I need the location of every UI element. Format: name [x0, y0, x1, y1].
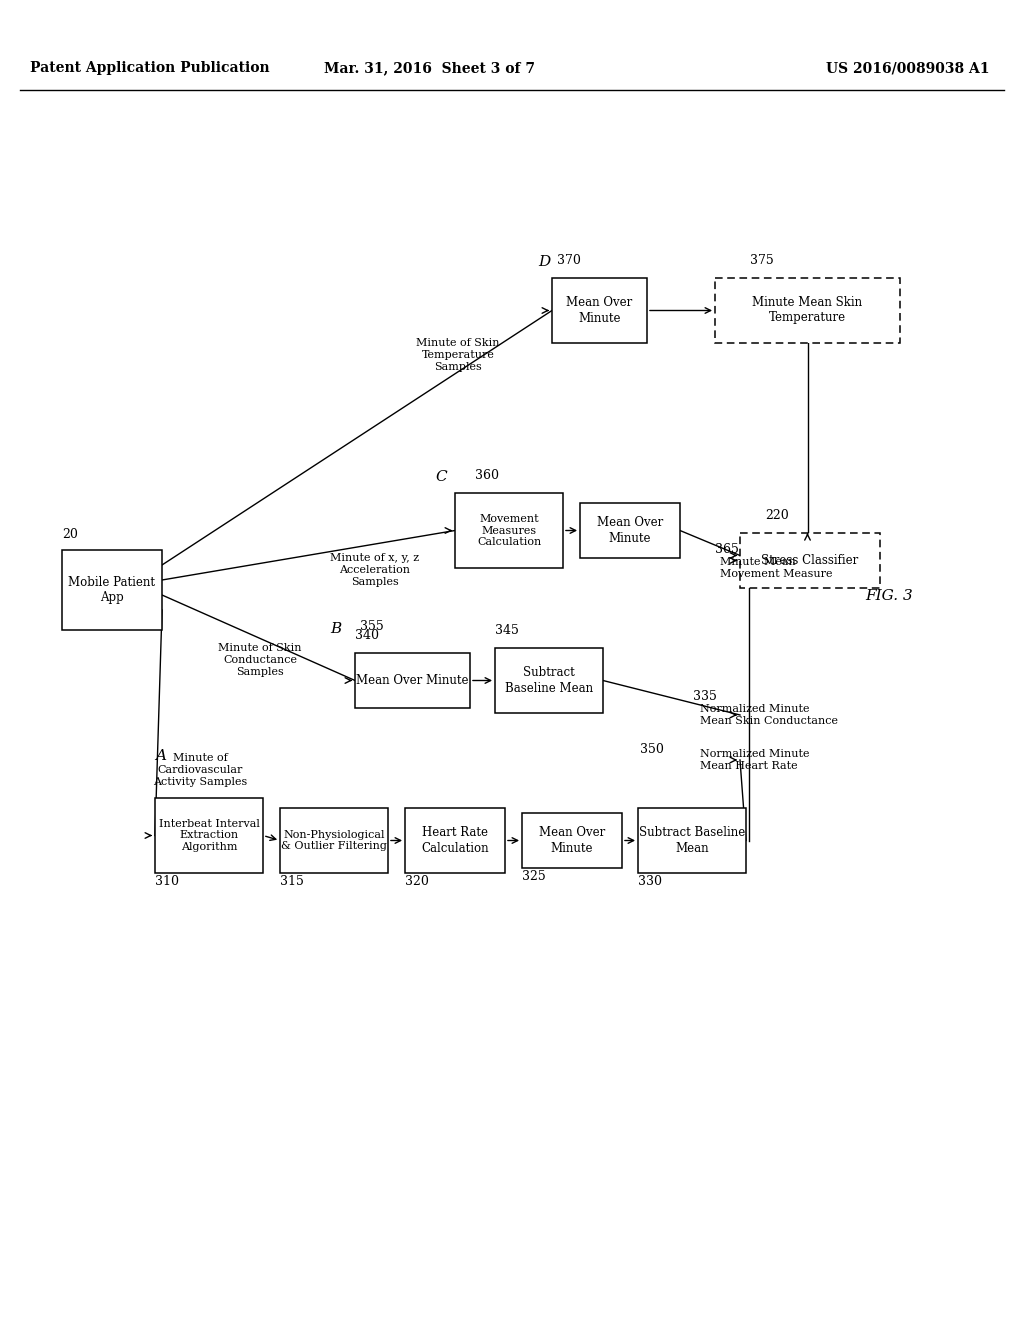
Text: 310: 310	[155, 875, 179, 888]
Bar	[638, 808, 746, 873]
Bar	[62, 550, 162, 630]
Text: 20: 20	[62, 528, 78, 541]
Text: Mar. 31, 2016  Sheet 3 of 7: Mar. 31, 2016 Sheet 3 of 7	[325, 61, 536, 75]
Text: Stress Classifier: Stress Classifier	[762, 554, 859, 568]
Text: 355: 355	[360, 620, 384, 634]
Text: Minute of x, y, z
Acceleration
Samples: Minute of x, y, z Acceleration Samples	[331, 553, 420, 586]
Text: 220: 220	[765, 510, 788, 521]
Bar	[580, 503, 680, 558]
Text: 340: 340	[355, 630, 379, 642]
Text: 320: 320	[406, 875, 429, 888]
Text: 360: 360	[475, 469, 499, 482]
Text: 375: 375	[750, 253, 774, 267]
Text: D: D	[538, 255, 550, 269]
Text: Mean Over
Minute: Mean Over Minute	[566, 297, 633, 325]
Text: 370: 370	[557, 253, 581, 267]
Bar	[495, 648, 603, 713]
Text: Normalized Minute
Mean Heart Rate: Normalized Minute Mean Heart Rate	[700, 750, 810, 771]
Text: 330: 330	[638, 875, 662, 888]
Bar	[522, 813, 622, 869]
Bar	[406, 808, 505, 873]
Text: A: A	[155, 748, 166, 763]
Text: Movement
Measures
Calculation: Movement Measures Calculation	[477, 513, 541, 546]
Text: Minute Mean
Movement Measure: Minute Mean Movement Measure	[720, 557, 833, 578]
Text: FIG. 3: FIG. 3	[865, 589, 912, 603]
Text: C: C	[435, 470, 446, 484]
Text: 335: 335	[693, 690, 717, 704]
Text: Heart Rate
Calculation: Heart Rate Calculation	[421, 826, 488, 854]
Text: Minute Mean Skin
Temperature: Minute Mean Skin Temperature	[753, 297, 862, 325]
Text: 350: 350	[640, 743, 664, 756]
Bar	[552, 279, 647, 343]
Text: 365: 365	[715, 543, 739, 556]
Text: Mean Over
Minute: Mean Over Minute	[597, 516, 664, 544]
Text: Normalized Minute
Mean Skin Conductance: Normalized Minute Mean Skin Conductance	[700, 704, 838, 726]
Text: Subtract Baseline
Mean: Subtract Baseline Mean	[639, 826, 745, 854]
Bar	[155, 799, 263, 873]
Bar	[740, 533, 880, 587]
Text: Non-Physiological
& Outlier Filtering: Non-Physiological & Outlier Filtering	[281, 830, 387, 851]
Bar	[355, 653, 470, 708]
Text: Minute of Skin
Conductance
Samples: Minute of Skin Conductance Samples	[218, 643, 302, 677]
Text: B: B	[330, 622, 341, 636]
Text: Minute of
Cardiovascular
Activity Samples: Minute of Cardiovascular Activity Sample…	[153, 754, 247, 787]
Text: Minute of Skin
Temperature
Samples: Minute of Skin Temperature Samples	[416, 338, 500, 372]
Text: US 2016/0089038 A1: US 2016/0089038 A1	[826, 61, 990, 75]
Text: 345: 345	[495, 624, 519, 638]
Text: 315: 315	[280, 875, 304, 888]
Text: Patent Application Publication: Patent Application Publication	[30, 61, 269, 75]
Text: Mean Over Minute: Mean Over Minute	[356, 675, 469, 686]
Bar	[280, 808, 388, 873]
Text: Mean Over
Minute: Mean Over Minute	[539, 826, 605, 854]
Bar	[715, 279, 900, 343]
Text: 325: 325	[522, 870, 546, 883]
Text: Mobile Patient
App: Mobile Patient App	[69, 576, 156, 605]
Text: Subtract
Baseline Mean: Subtract Baseline Mean	[505, 667, 593, 694]
Bar	[455, 492, 563, 568]
Text: Interbeat Interval
Extraction
Algorithm: Interbeat Interval Extraction Algorithm	[159, 818, 259, 853]
